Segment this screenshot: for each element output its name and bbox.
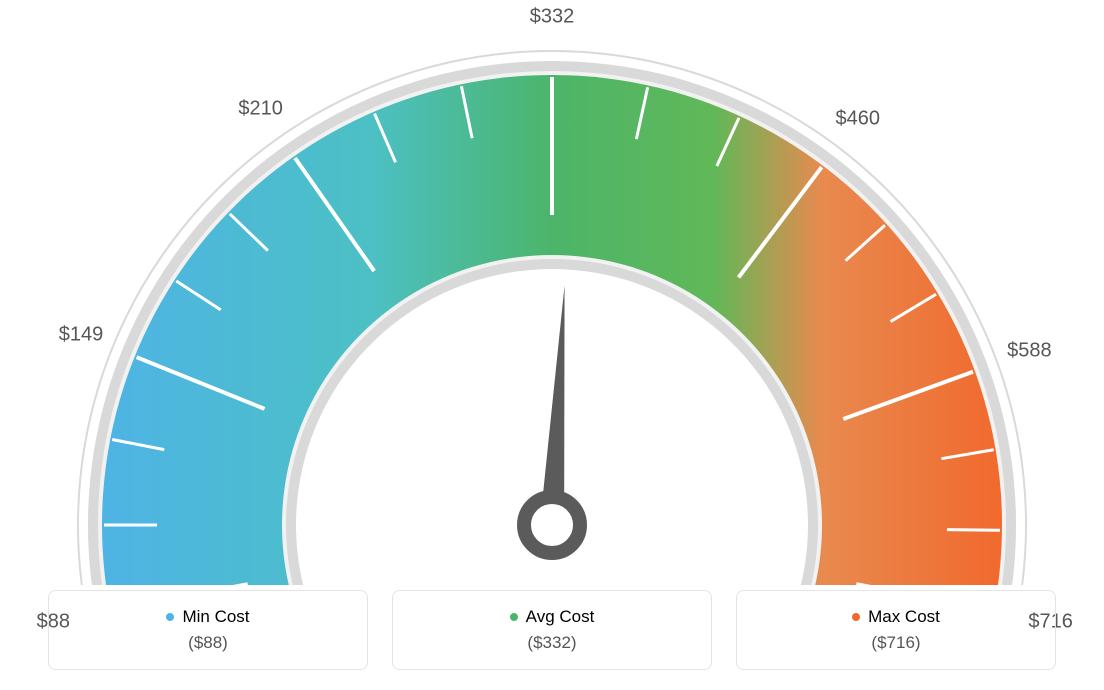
- legend-row: Min Cost ($88) Avg Cost ($332) Max Cost …: [48, 590, 1056, 670]
- legend-dot-avg: [510, 613, 518, 621]
- legend-card-min: Min Cost ($88): [48, 590, 368, 670]
- cost-gauge-chart: $88$149$210$332$460$588$716: [32, 25, 1072, 585]
- legend-value-min: ($88): [188, 633, 228, 653]
- legend-value-avg: ($332): [527, 633, 576, 653]
- gauge-tick-label: $460: [835, 108, 880, 131]
- gauge-tick-label: $588: [1007, 340, 1052, 363]
- legend-card-max: Max Cost ($716): [736, 590, 1056, 670]
- gauge-tick-label: $149: [59, 323, 104, 346]
- legend-dot-min: [166, 613, 174, 621]
- legend-dot-max: [852, 613, 860, 621]
- gauge-tick-label: $332: [530, 6, 575, 29]
- gauge-tick-label: $210: [238, 97, 283, 120]
- gauge-svg: [32, 25, 1072, 585]
- legend-label-avg: Avg Cost: [526, 607, 595, 627]
- legend-value-max: ($716): [871, 633, 920, 653]
- legend-label-max: Max Cost: [868, 607, 940, 627]
- legend-label-min: Min Cost: [182, 607, 249, 627]
- legend-card-avg: Avg Cost ($332): [392, 590, 712, 670]
